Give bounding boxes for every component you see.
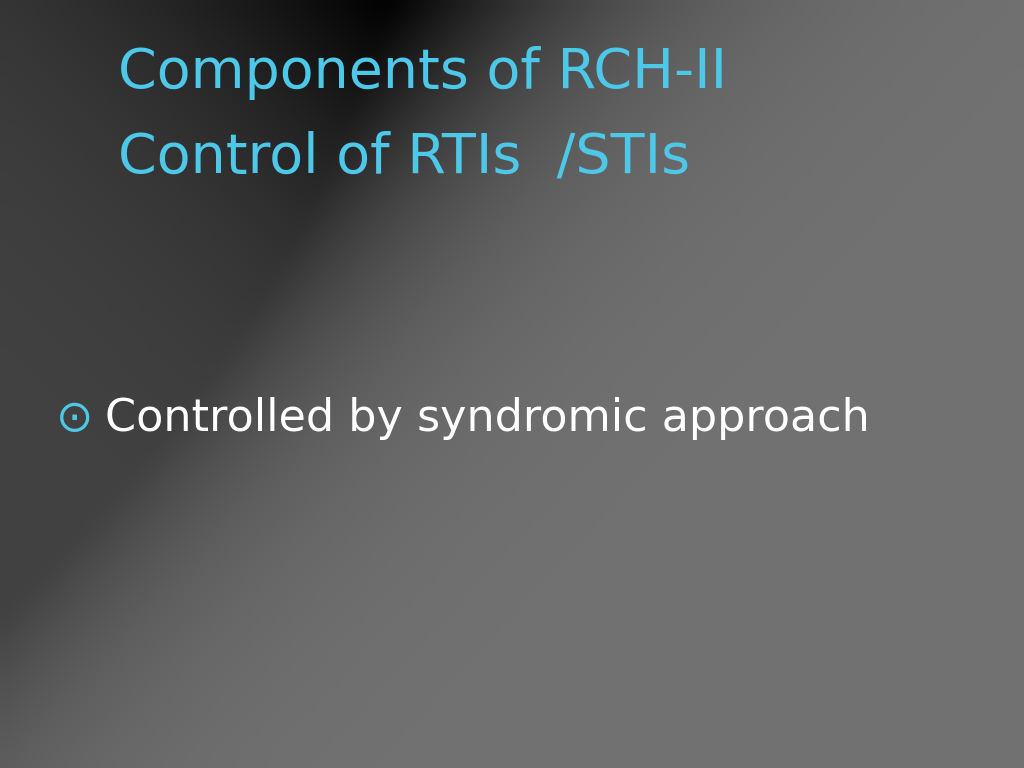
Text: Components of RCH-II: Components of RCH-II [118, 46, 727, 100]
Text: ⊙: ⊙ [56, 397, 93, 440]
Text: Controlled by syndromic approach: Controlled by syndromic approach [105, 397, 870, 440]
Text: Control of RTIs  /STIs: Control of RTIs /STIs [118, 131, 690, 184]
